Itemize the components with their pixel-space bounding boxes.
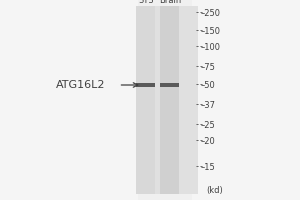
Text: Mouse
Brain: Mouse Brain: [157, 0, 184, 5]
Text: –20: –20: [200, 136, 215, 146]
Text: --: --: [194, 26, 204, 36]
Text: –50: –50: [200, 81, 215, 90]
FancyBboxPatch shape: [160, 6, 179, 194]
Text: --: --: [194, 136, 204, 146]
FancyBboxPatch shape: [192, 0, 300, 200]
FancyBboxPatch shape: [0, 0, 138, 200]
Text: --: --: [194, 8, 204, 18]
Text: --: --: [194, 100, 204, 110]
Text: --: --: [194, 81, 204, 90]
Text: –25: –25: [200, 120, 215, 130]
Text: --: --: [194, 162, 204, 171]
Text: –75: –75: [200, 62, 215, 72]
FancyBboxPatch shape: [138, 6, 198, 194]
Bar: [136, 83, 155, 87]
Text: –250: –250: [200, 8, 220, 18]
Text: ATG16L2: ATG16L2: [56, 80, 106, 90]
Text: –150: –150: [200, 26, 220, 36]
Text: --: --: [194, 43, 204, 51]
Text: 3T3: 3T3: [138, 0, 154, 5]
Text: --: --: [194, 120, 204, 130]
FancyBboxPatch shape: [136, 6, 155, 194]
Text: (kd): (kd): [206, 186, 223, 194]
Text: –37: –37: [200, 100, 215, 110]
Text: –15: –15: [200, 162, 215, 171]
Bar: [160, 83, 179, 87]
Text: –100: –100: [200, 43, 220, 51]
Text: --: --: [194, 62, 204, 72]
